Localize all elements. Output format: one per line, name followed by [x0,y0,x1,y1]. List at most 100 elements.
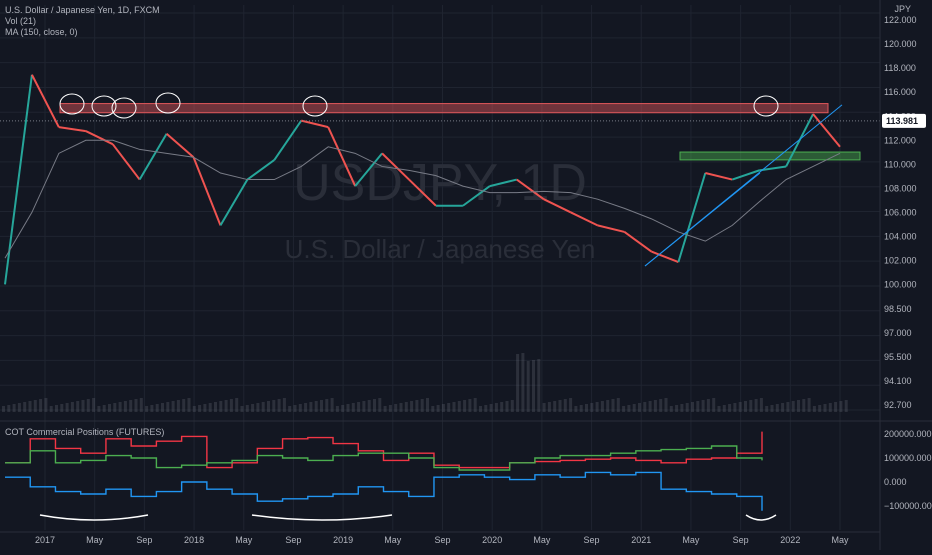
volume-bar [489,404,493,412]
volume-bar [653,400,657,412]
y-tick-label: 112.000 [884,135,916,145]
x-tick-label: Sep [584,535,600,545]
volume-bar [161,403,164,412]
cot-series-line [5,445,763,471]
volume-bar [738,402,742,412]
annotation-circle [753,95,779,117]
volume-bar [590,403,594,412]
volume-bar [733,403,737,412]
price-segment [301,119,329,129]
volume-bar [346,404,350,412]
price-segment [489,178,518,188]
volume-bar [23,402,27,412]
volume-bar [664,398,668,412]
volume-bar [701,400,705,412]
cot-tick-label: 0.000 [884,477,907,487]
cot-tick-label: 200000.000 [884,429,932,439]
price-segment [408,178,437,207]
price-segment [111,143,141,181]
y-tick-label: 116.000 [884,87,916,97]
volume-bar [113,403,117,412]
volume-bar [622,406,626,412]
volume-bar [516,354,520,412]
volume-bar [505,401,509,412]
volume-bar [219,401,223,412]
x-tick-label: Sep [285,535,301,545]
volume-bar [240,406,244,412]
volume-bar [558,400,562,412]
volume-bar [797,400,800,412]
y-tick-label: 118.000 [884,63,916,73]
price-segment [4,74,33,285]
volume-bar [118,402,122,412]
ma-line [4,139,841,259]
x-tick-label: 2019 [333,535,353,545]
price-segment [543,198,572,214]
x-tick-label: May [86,535,104,545]
volume-bar [479,406,482,412]
annotation-circle [155,92,181,114]
volume-bar [351,403,355,412]
volume-bar [49,406,53,412]
volume-bar [839,401,843,412]
annotation-circle [91,95,117,117]
volume-bar [139,398,143,412]
volume-bar [404,402,408,412]
volume-bar [33,400,37,412]
y-tick-label: 94.100 [884,376,912,386]
volume-bar [166,402,170,412]
volume-bar [685,403,689,412]
volume-bar [600,401,604,412]
volume-bar [643,402,647,412]
trough-mark [39,514,149,521]
volume-bar [86,399,90,412]
ma-legend[interactable]: MA (150, close, 0) [5,27,78,37]
volume-bar [749,400,753,412]
price-segment [462,185,491,207]
volume-bar [675,405,679,412]
volume-bar [770,405,774,412]
volume-bar [224,400,228,412]
volume-bar [431,406,435,412]
symbol-line[interactable]: U.S. Dollar / Japanese Yen, 1D, FXCM [5,5,160,15]
volume-bar [282,398,286,412]
volume-bar [441,404,445,412]
volume-bar [595,402,599,412]
volume-bar [410,401,414,412]
volume-bar [781,403,785,412]
y-tick-label: 95.500 [884,352,912,362]
volume-bar [457,401,461,412]
volume-bar [510,400,514,412]
volume-bar [155,404,159,412]
vol-legend[interactable]: Vol (21) [5,16,37,26]
volume-bar [537,359,541,412]
price-segment [597,224,625,233]
volume-bar [844,400,848,412]
trendline-2 [644,172,761,267]
volume-bar [606,400,610,412]
y-tick-label: 98.500 [884,304,912,314]
current-price-tag [882,113,926,128]
volume-bar [659,399,663,412]
y-tick-label: 106.000 [884,208,917,218]
volume-bar [102,405,106,412]
volume-bar [330,398,334,412]
price-segment [85,130,114,146]
volume-bar [579,405,583,412]
y-tick-label: 122.000 [884,15,917,25]
price-segment [731,169,760,181]
volume-bar [452,402,456,412]
volume-bar [214,402,217,412]
volume-bar [298,404,302,412]
volume-bar [712,398,716,412]
volume-bar [765,406,769,412]
volume-bar [563,399,567,412]
cot-title[interactable]: COT Commercial Positions (FUTURES) [5,427,165,437]
volume-bar [468,399,472,412]
volume-bar [494,403,498,412]
currency-label: JPY [894,4,911,14]
x-tick-label: Sep [136,535,152,545]
volume-bar [648,401,652,412]
